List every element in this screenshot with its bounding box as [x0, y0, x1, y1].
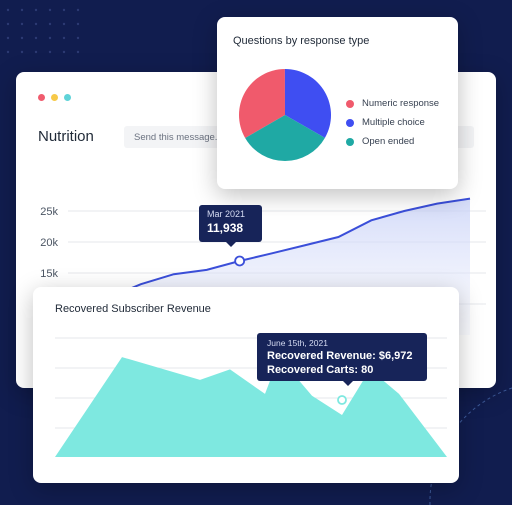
pie-slice[interactable]	[265, 67, 333, 149]
series-area	[55, 357, 447, 457]
highlight-point[interactable]	[337, 395, 347, 405]
legend-swatch-icon	[346, 99, 354, 108]
y-tick-label: 20k	[40, 237, 58, 249]
line-tooltip: Mar 2021 11,938	[199, 205, 262, 247]
area-chart	[55, 337, 447, 457]
pie-chart	[237, 67, 333, 163]
tooltip-date: June 15th, 2021	[267, 338, 328, 348]
legend-label: Open ended	[362, 136, 415, 147]
revenue-card: Recovered Subscriber Revenue	[33, 287, 459, 483]
pie-slice[interactable]	[237, 67, 305, 138]
legend-item: Open ended	[346, 132, 439, 151]
tooltip-value: 11,938	[207, 221, 244, 235]
card-title: Recovered Subscriber Revenue	[55, 303, 211, 315]
legend-swatch-icon	[346, 137, 354, 146]
minimize-dot-icon[interactable]	[51, 94, 58, 101]
close-dot-icon[interactable]	[38, 94, 45, 101]
highlight-point[interactable]	[234, 255, 246, 267]
legend-swatch-icon	[346, 118, 354, 127]
legend-item: Multiple choice	[346, 113, 439, 132]
card-title: Questions by response type	[233, 35, 370, 47]
series-line	[107, 197, 471, 299]
area-tooltip: June 15th, 2021 Recovered Revenue: $6,97…	[257, 333, 427, 386]
tooltip-date: Mar 2021	[207, 209, 246, 219]
legend-item: Numeric response	[346, 94, 439, 113]
window-controls	[38, 94, 71, 101]
tooltip-revenue: Recovered Revenue: $6,972	[267, 350, 413, 362]
legend-label: Multiple choice	[362, 117, 425, 128]
pie-legend: Numeric response Multiple choice Open ende…	[346, 94, 439, 151]
legend-label: Numeric response	[362, 98, 440, 109]
card-title: Nutrition	[38, 128, 94, 145]
y-tick-label: 15k	[40, 268, 58, 280]
pie-slice[interactable]	[245, 103, 328, 163]
maximize-dot-icon[interactable]	[64, 94, 71, 101]
tooltip-carts: Recovered Carts: 80	[267, 364, 374, 376]
pie-card: Questions by response type Numeric respo…	[217, 17, 458, 189]
y-tick-label: 25k	[40, 206, 58, 218]
